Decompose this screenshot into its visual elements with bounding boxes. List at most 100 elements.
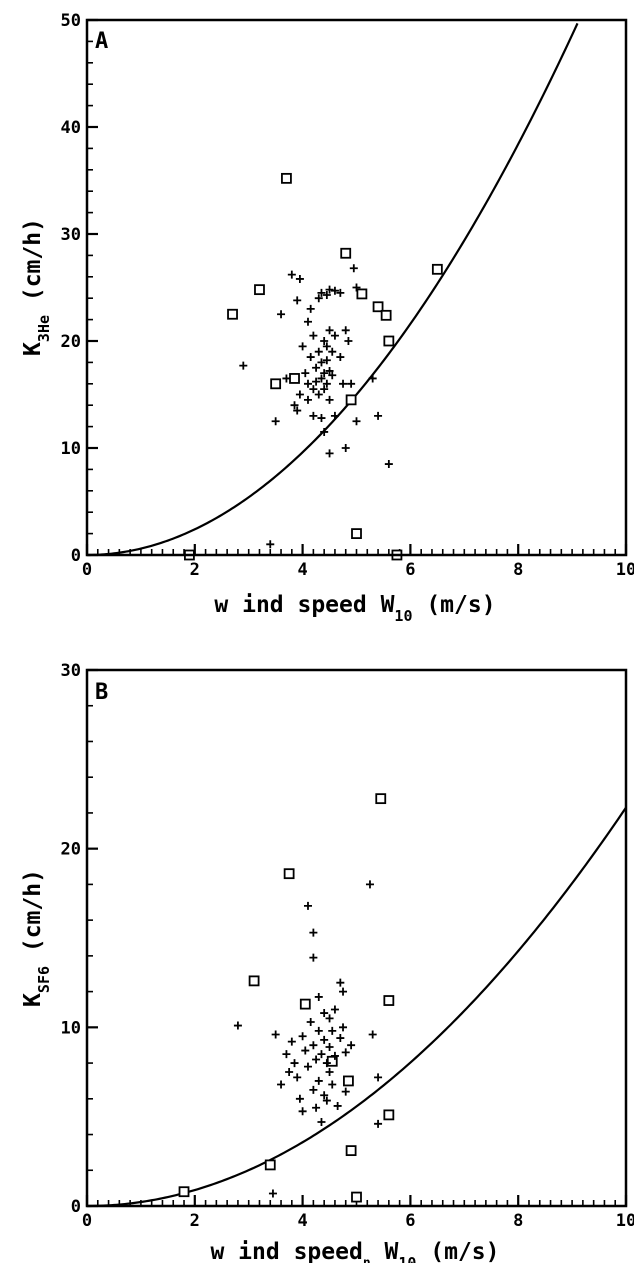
chart-b-plus-point [309,1041,318,1050]
chart-b-plus-point [295,1094,304,1103]
chart-b-plus-point [301,1046,310,1055]
chart-b-plus-point [233,1021,242,1030]
chart-b-square-point [178,1186,190,1198]
chart-a-plus-point [317,288,326,297]
chart-b-plus-point [287,1037,296,1046]
chart-a-y-tick-label: 30 [61,225,81,245]
chart-a-plus-point [303,379,312,388]
chart-a-plus-point [330,331,339,340]
chart-b-square-point [383,1109,395,1121]
chart-a-square-point [431,263,443,275]
chart-b-plus-point [309,1085,318,1094]
chart-b-panel-label: B [95,680,108,705]
chart-a-x-tick-label: 4 [297,560,307,580]
chart-b-plus-point [309,928,318,937]
chart-a-x-tick-label: 10 [616,560,634,580]
chart-a-plus-point [347,379,356,388]
chart-b-plus-point [336,978,345,987]
chart-a-plus-point [336,353,345,362]
chart-b-plus-point [317,1118,326,1127]
chart-b-plus-point [347,1041,356,1050]
chart-a-plus-point [341,444,350,452]
chart-panel-a: 0 2 4 6 8 10 0 10 20 30 40 50 A w ind speed W10 (m/… [20,11,634,625]
chart-b-plus-point [325,1042,334,1051]
chart-a-fit-curve [86,22,579,557]
chart-a-y-axis-label: K3He (cm/h) [20,218,53,356]
chart-b-x-axis-label: w ind speedn W10 (m/s) [210,1239,499,1263]
chart-a-plus-point [309,331,318,340]
chart-a-plus-point [328,371,337,380]
chart-a-plus-point [322,379,331,388]
chart-b-plus-point [309,953,318,962]
chart-b-plus-point [328,1080,337,1089]
chart-b-plus-point [341,1048,350,1057]
chart-a-plus-point [336,288,345,297]
chart-a-plus-point [295,274,304,283]
chart-a-plus-point [271,417,280,426]
chart-a-plus-point [293,406,302,415]
chart-a-plus-point [277,310,286,319]
chart-b-plus-point [312,1055,321,1064]
chart-a-plus-point [352,417,361,426]
chart-b-points [178,793,395,1203]
chart-b-frame [85,668,628,1208]
chart-a-plus-point [325,326,334,335]
chart-a-plus-point [330,286,339,295]
chart-a-plus-point [290,401,299,410]
chart-b-square-point [383,995,395,1006]
chart-b-plus-point [339,1023,348,1032]
chart-b-plus-point [314,1026,323,1035]
chart-b-y-tick-label: 10 [61,1018,81,1038]
chart-b-plus-point [325,1014,334,1023]
chart-a-plus-point [303,395,312,404]
chart-a-plus-point [314,294,323,303]
chart-b-x-tick-label: 2 [190,1211,200,1231]
chart-a-plus-point [349,264,358,273]
chart-b-plus-point [277,1080,286,1089]
chart-a-plus-point [266,540,275,549]
chart-a-y-tick-label: 50 [61,11,81,31]
chart-b-square-point [248,975,260,987]
chart-a-plus-point [325,285,334,294]
chart-a-plus-point [287,270,296,279]
chart-b-plus-point [368,1030,377,1039]
chart-a-plus-point [368,374,377,383]
chart-a-x-tick-label: 0 [82,560,92,580]
chart-a-plus-point [293,296,302,305]
chart-a-square-point [356,288,368,300]
chart-a-plus-point [341,326,350,335]
chart-b-plus-point [317,1050,326,1059]
chart-a-y-tick-label: 20 [61,332,81,352]
chart-a-fit-curve-group [86,22,579,557]
chart-b-x-tick-label: 6 [405,1211,415,1231]
chart-a-plus-point [282,374,291,383]
chart-a-panel-label: A [95,29,108,54]
chart-a-plus-point [352,283,361,292]
chart-b-plus-point [336,1034,345,1043]
chart-a-plus-point [384,460,393,469]
chart-a-plus-point [306,304,315,313]
chart-a-plus-point [317,414,326,423]
chart-b-fit-curve [86,806,627,1208]
chart-a-x-tick-label: 8 [513,560,523,580]
chart-b-square-point [351,1191,362,1203]
chart-a-plus-point [320,369,329,378]
chart-a-plus-point [339,379,348,388]
chart-a-plus-point [309,411,318,420]
chart-a-square-point [383,335,395,347]
chart-a-plus-point [320,337,329,345]
chart-b-plus-point [314,1076,323,1085]
chart-b-x-tick-label: 8 [513,1211,523,1231]
chart-b-plus-point [298,1107,307,1116]
chart-b-plus-point [268,1189,277,1198]
chart-a-plus-point [303,317,312,326]
chart-b-x-tick-label: 0 [82,1211,92,1231]
chart-a-plus-point [239,361,248,370]
chart-a-square-point [351,528,362,539]
chart-b-plus-point [333,1101,342,1110]
chart-b-plus-point [320,1035,329,1044]
chart-b-plus-point [330,1005,339,1014]
chart-b-plus-point [306,1017,315,1026]
chart-a-square-point [227,308,238,320]
